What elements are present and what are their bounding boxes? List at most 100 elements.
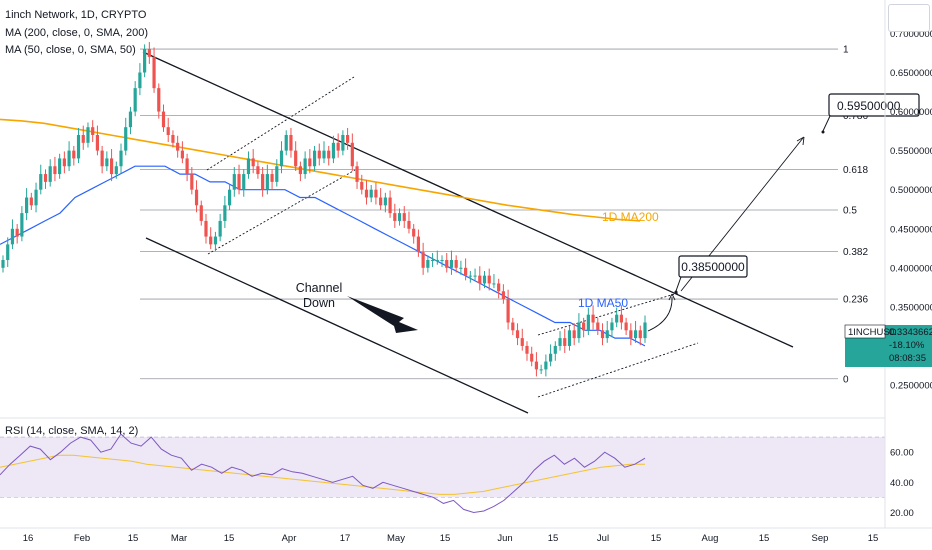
candle-body [379, 197, 383, 206]
price-tick-label: 0.55000000 [890, 146, 932, 157]
fib-label: 1 [843, 45, 849, 56]
fib-label: 0.5 [843, 206, 857, 217]
time-tick-label: 15 [759, 533, 770, 544]
candle-body [511, 322, 515, 331]
target2-pointer [822, 115, 831, 132]
candle-body [261, 174, 265, 190]
candle-body [558, 338, 562, 346]
projection-arrowhead [668, 293, 676, 301]
candle-body [308, 158, 312, 167]
candle-body [223, 205, 227, 221]
time-tick-label: Aug [702, 533, 719, 544]
candle-body [270, 174, 274, 182]
rsi-band [0, 437, 885, 498]
candle-body [544, 361, 548, 370]
candle-body [91, 127, 95, 135]
candle-body [190, 174, 194, 190]
candle-body [572, 330, 576, 339]
candle-body [454, 260, 458, 268]
time-tick-label: 15 [868, 533, 879, 544]
candle-body [157, 88, 161, 112]
chart-settings-button[interactable] [888, 4, 930, 32]
candle-body [534, 361, 539, 370]
target1-label: 0.38500000 [681, 260, 745, 274]
candle-body [577, 322, 581, 339]
rsi-tick-label: 20.00 [890, 508, 914, 519]
candle-body [81, 135, 85, 143]
target2-dot [821, 130, 825, 134]
time-tick-label: 16 [23, 533, 34, 544]
candle-body [279, 150, 284, 167]
candle-body [213, 236, 218, 245]
candle-body [322, 150, 326, 159]
candle-body [48, 166, 52, 182]
candle-body [256, 166, 260, 175]
candle-body [506, 299, 510, 323]
candle-body [1, 260, 5, 268]
candle-body [161, 111, 166, 128]
candle-body [275, 166, 279, 182]
candle-body [383, 197, 387, 206]
candle-body [58, 158, 62, 175]
candle-body [109, 158, 114, 175]
candle-body [374, 189, 378, 198]
time-tick-label: Feb [74, 533, 90, 544]
candle-body [624, 322, 628, 331]
flag-lower [207, 169, 356, 255]
candle-body [430, 260, 435, 261]
candle-body [350, 142, 354, 167]
target1-box [678, 255, 748, 278]
price-tick-label: 0.45000000 [890, 224, 932, 235]
candle-body [331, 142, 336, 159]
candle-body [497, 283, 501, 292]
candle-body [194, 189, 199, 206]
candle-body [567, 330, 572, 346]
fib-label: 0 [843, 374, 849, 385]
candle-body [615, 314, 619, 323]
candle-body [72, 150, 76, 159]
ma50-label: 1D MA50 [578, 296, 628, 310]
candle-body [62, 158, 66, 167]
candle-body [435, 260, 439, 261]
candle-body [39, 174, 43, 190]
target1-pointer [675, 276, 682, 292]
candle-body [397, 213, 402, 221]
candle-body [10, 228, 15, 245]
candle-body [638, 330, 642, 339]
price-tick-label: 0.35000000 [890, 302, 932, 313]
candle-body [605, 330, 609, 339]
channel-lower [145, 237, 529, 414]
candle-body [265, 174, 269, 190]
candle-body [138, 72, 142, 89]
candle-body [426, 260, 430, 268]
candle-body [312, 150, 317, 167]
time-tick-label: Apr [282, 533, 297, 544]
candle-body [416, 236, 421, 253]
candle-body [364, 189, 369, 198]
candle-body [20, 213, 24, 237]
candle-body [43, 174, 48, 182]
candle-body [218, 220, 222, 237]
candle-body [105, 158, 109, 167]
time-tick-label: Sep [812, 533, 829, 544]
candle-body [360, 181, 364, 190]
fib-label: 0.236 [843, 295, 868, 306]
candle-body [232, 174, 236, 190]
candle-body [242, 174, 246, 190]
candle-body [369, 189, 373, 198]
candle-body [143, 49, 147, 73]
ma200-legend: MA (200, close, 0, SMA, 200) [5, 27, 149, 39]
fib-label: 0.618 [843, 165, 868, 176]
candle-body [227, 189, 232, 206]
price-tick-label: 0.50000000 [890, 185, 932, 196]
candle-body [459, 267, 463, 269]
candle-body [317, 150, 321, 159]
candle-body [6, 244, 10, 260]
candle-body [548, 353, 553, 362]
candle-body [237, 174, 241, 190]
bar-countdown: 08:08:35 [889, 353, 926, 364]
candle-body [289, 135, 293, 151]
candle-body [124, 127, 128, 151]
